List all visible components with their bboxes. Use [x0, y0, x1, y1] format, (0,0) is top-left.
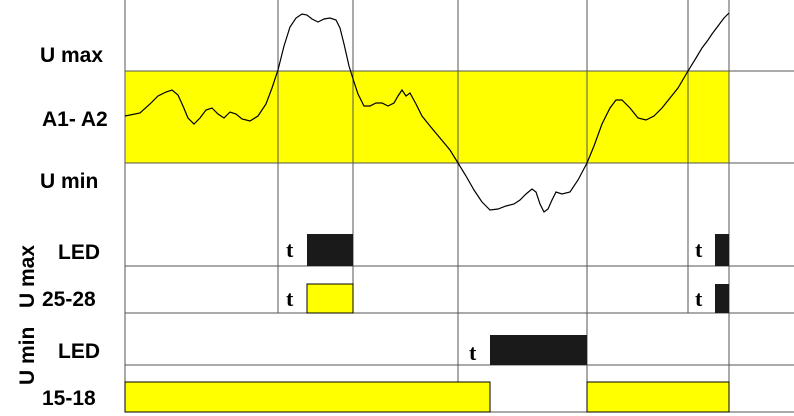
relay-15-18-on-bar-2	[586, 381, 730, 413]
relay-25-28-on-bar-1	[306, 283, 354, 314]
vertical-time-markers	[124, 0, 730, 412]
relay-25-28-timer-label-2: t	[695, 286, 703, 311]
umax-led-timer-label-2: t	[695, 237, 703, 262]
u-max-group-label: U max	[16, 245, 39, 308]
a1-a2-label: A1- A2	[42, 108, 108, 131]
relay-15-18-label: 15-18	[42, 387, 96, 410]
relay-15-18-on-bar-1	[124, 381, 491, 413]
umax-led-on-bar-1	[307, 234, 353, 266]
u-max-label: U max	[40, 44, 103, 67]
relay-25-28-label: 25-28	[42, 288, 96, 311]
voltage-window-band	[124, 70, 730, 164]
umax-led-label: LED	[58, 241, 100, 264]
u-min-group-label: U min	[16, 327, 39, 385]
voltage-waveform	[124, 12, 730, 213]
u-min-label: U min	[40, 170, 98, 193]
umin-led-label: LED	[58, 340, 100, 363]
umax-led-timer-label-1: t	[286, 237, 294, 262]
umax-led-on-bar-2	[715, 234, 729, 266]
umin-led-on-bar	[490, 335, 587, 365]
relay-25-28-on-bar-2	[715, 284, 729, 313]
umin-led-timer-label: t	[469, 340, 477, 365]
relay-25-28-timer-label-1: t	[286, 286, 294, 311]
